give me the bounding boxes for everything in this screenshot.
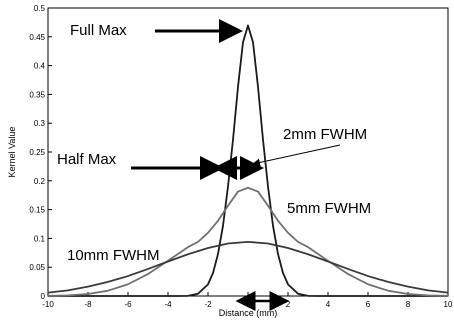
x-tick-label: 8 — [406, 300, 411, 309]
y-tick-label: 0.5 — [34, 4, 46, 13]
annotation-2mm-fwhm: 2mm FWHM — [283, 126, 367, 143]
x-axis-label: Distance (mm) — [219, 308, 278, 318]
series-line-5mm-fwhm — [47, 186, 449, 297]
y-axis-label: Kernel Value — [7, 127, 17, 178]
series-line-10mm-fwhm — [47, 241, 449, 294]
x-tick-label: 10 — [444, 300, 453, 309]
y-tick-label: 0.45 — [29, 33, 45, 42]
2mm-fwhm-pointer — [252, 144, 341, 167]
annotation-full-max: Full Max — [70, 22, 127, 39]
y-tick-label: 0.4 — [34, 62, 46, 71]
annotation-half-max: Half Max — [57, 151, 117, 168]
x-tick-label: -8 — [84, 300, 92, 309]
y-tick-label: 0.1 — [34, 234, 46, 243]
x-tick-label: 4 — [326, 300, 331, 309]
x-tick-label: -4 — [164, 300, 172, 309]
series-group — [47, 24, 449, 297]
x-tick-label: 6 — [366, 300, 371, 309]
x-axis-ticks: -10 -8 -6 -4 -2 0 2 4 6 8 10 — [42, 292, 453, 309]
x-tick-label: -2 — [204, 300, 212, 309]
annotation-10mm-fwhm: 10mm FWHM — [67, 247, 160, 264]
annotation-5mm-fwhm: 5mm FWHM — [287, 200, 371, 217]
y-tick-label: 0.2 — [34, 177, 46, 186]
y-tick-label: 0.05 — [29, 263, 45, 272]
series-line-2mm-fwhm — [48, 24, 448, 297]
y-tick-label: 0.35 — [29, 90, 45, 99]
y-tick-label: 0 — [41, 292, 46, 301]
x-tick-label: -10 — [42, 300, 54, 309]
x-tick-label: -6 — [124, 300, 132, 309]
y-tick-label: 0.15 — [29, 206, 45, 215]
y-tick-label: 0.25 — [29, 148, 45, 157]
y-axis-ticks: 0 0.05 0.1 0.15 0.2 0.25 0.3 0.35 0.4 0.45 0.5 — [29, 4, 52, 301]
y-tick-label: 0.3 — [34, 119, 46, 128]
